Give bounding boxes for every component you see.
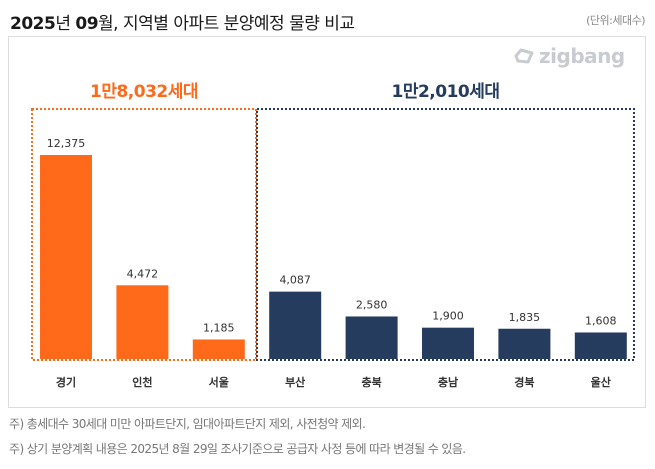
bar-울산 [574,332,627,359]
footnote-2: 주) 상기 분양계획 내용은 2025년 8월 29일 조사기준으로 공급자 사… [9,442,466,456]
x-tick-label: 울산 [591,375,611,389]
bar-경북 [498,328,551,359]
data-label: 1,835 [509,311,541,324]
bar-충남 [422,327,474,359]
group-total-label: 1만8,032세대 [90,82,198,102]
bar-경기 [40,155,92,359]
data-label: 2,580 [356,298,388,311]
bar-서울 [192,339,245,359]
group-total-label: 1만2,010세대 [391,82,499,102]
footnote-1: 주) 총세대수 30세대 미만 아파트단지, 임대아파트단지 제외, 사전청약 … [9,417,366,431]
group-box-0 [31,108,257,361]
x-tick-label: 경북 [514,375,534,389]
x-tick-label: 부산 [285,375,305,389]
data-label: 1,900 [432,310,464,323]
bar-충북 [345,316,398,359]
unit-label: (단위:세대수) [586,14,645,27]
bar-부산 [269,291,322,359]
data-label: 4,087 [279,274,311,287]
bar-인천 [116,285,169,359]
chart-frame [8,36,646,408]
zigbang-logo: zigbang [513,44,625,68]
x-tick-label: 충북 [361,375,381,389]
x-tick-label: 경기 [56,375,76,389]
x-tick-label: 서울 [209,375,229,389]
data-label: 4,472 [127,267,159,280]
x-tick-label: 충남 [438,375,458,389]
data-label: 1,608 [585,314,617,327]
x-tick-label: 인천 [132,375,152,389]
page-title: 2025년 09월, 지역별 아파트 분양예정 물량 비교 [10,14,355,34]
data-label: 1,185 [203,321,235,334]
data-label: 12,375 [47,137,86,150]
zigbang-logo-icon [514,48,534,64]
group-box-1 [256,108,635,361]
